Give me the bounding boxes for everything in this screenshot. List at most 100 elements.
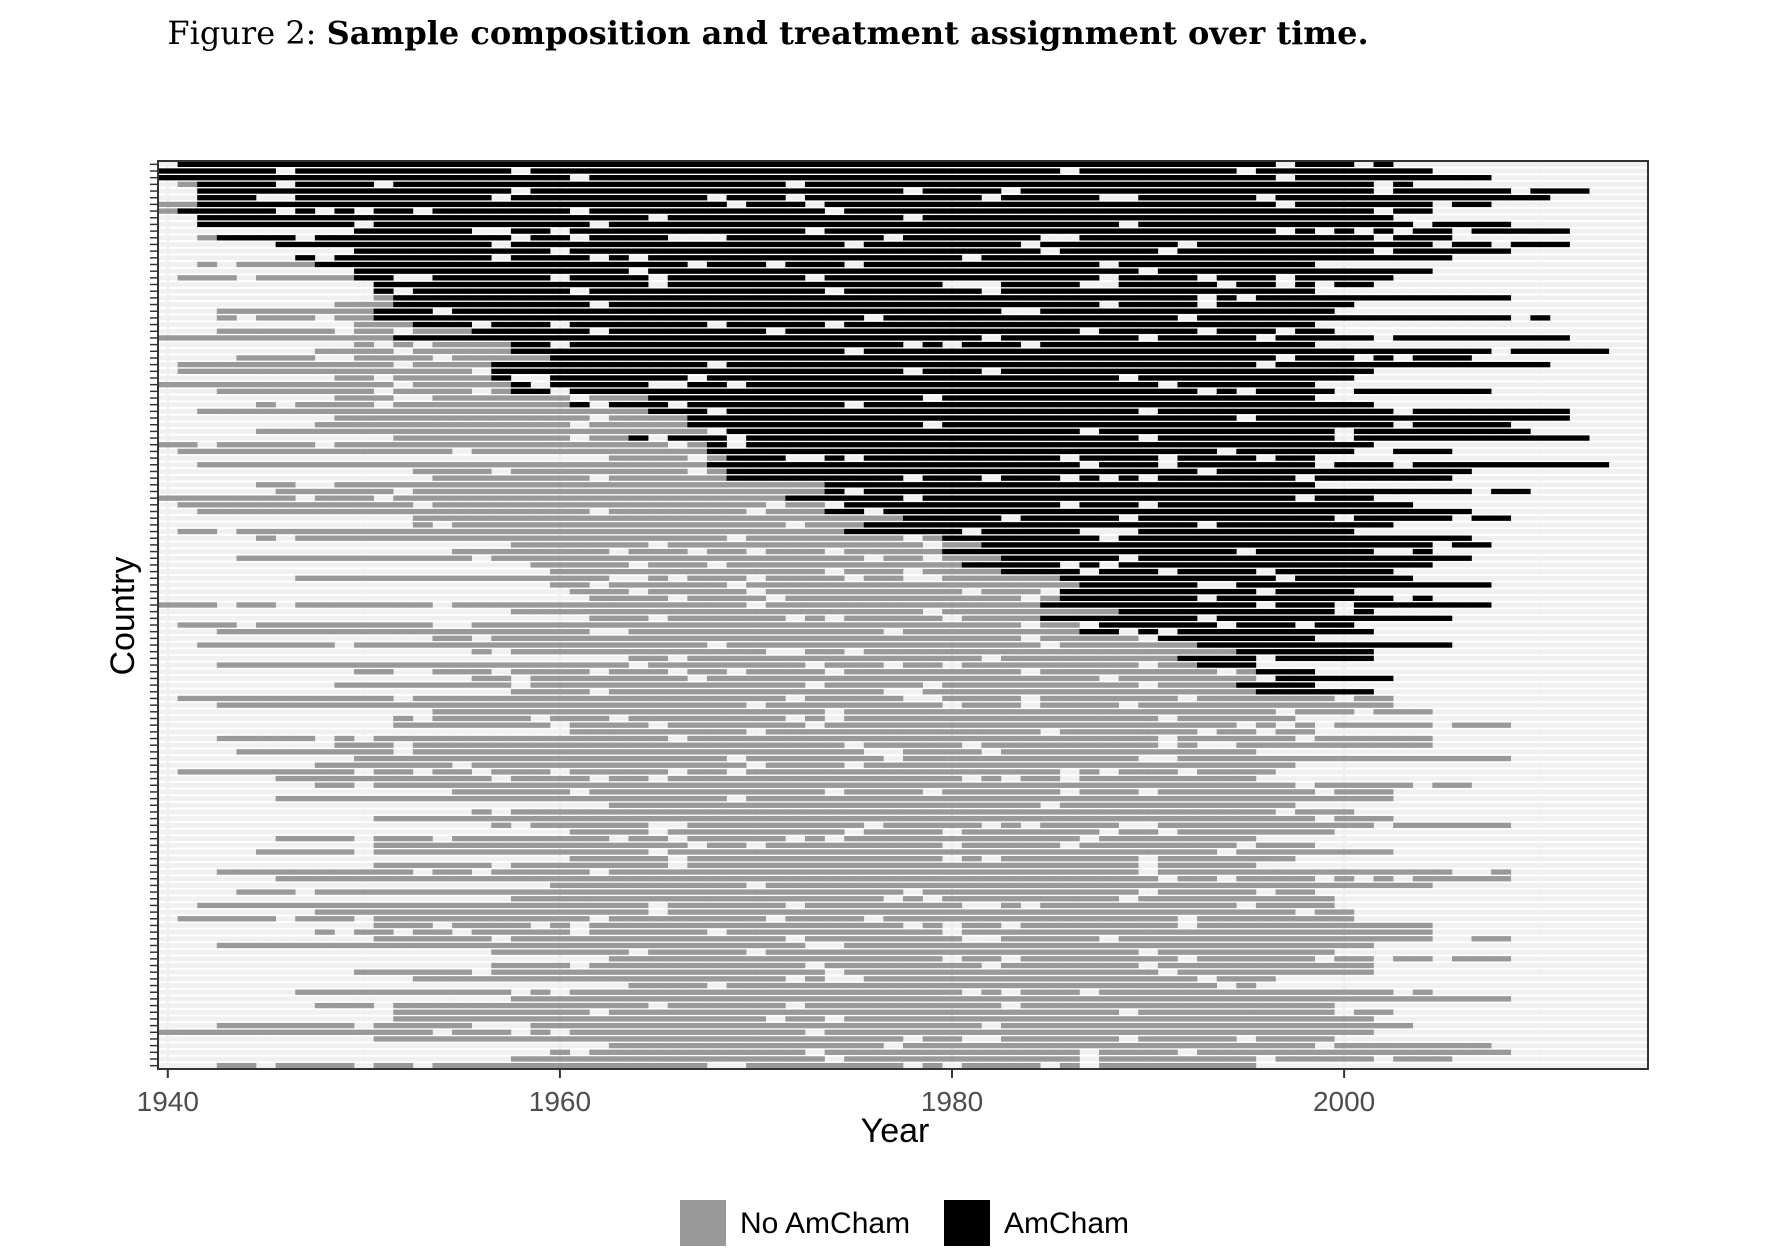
tile-amcham <box>687 368 708 374</box>
tile-amcham <box>569 328 590 334</box>
tile-amcham <box>354 248 374 254</box>
tile-no-amcham <box>648 535 669 541</box>
tile-no-amcham <box>432 709 453 715</box>
tile-no-amcham <box>471 375 492 381</box>
tile-amcham <box>1197 482 1217 488</box>
tile-no-amcham <box>236 355 257 361</box>
tile-no-amcham <box>334 508 355 515</box>
tile-amcham <box>1079 301 1100 308</box>
tile-no-amcham <box>432 555 453 561</box>
tile-amcham <box>1549 415 1570 421</box>
tile-amcham <box>1255 402 1276 408</box>
tile-no-amcham <box>1099 709 1119 715</box>
tile-amcham <box>1255 201 1276 208</box>
tile-no-amcham <box>746 495 767 501</box>
tile-amcham <box>510 368 531 374</box>
tile-amcham <box>1079 488 1100 495</box>
tile-amcham <box>1334 281 1355 288</box>
tile-amcham <box>765 348 786 354</box>
tile-no-amcham <box>354 341 374 348</box>
tile-amcham <box>1491 221 1512 228</box>
tile-amcham <box>667 281 688 288</box>
tile-no-amcham <box>1255 702 1276 708</box>
tile-no-amcham <box>1393 722 1414 728</box>
tile-amcham <box>1138 235 1159 241</box>
tile-amcham <box>1353 535 1374 541</box>
tile-amcham <box>1314 161 1335 168</box>
tile-amcham <box>804 388 825 395</box>
tile-no-amcham <box>1099 608 1119 615</box>
tile-no-amcham <box>1040 669 1061 675</box>
tile-amcham <box>844 268 865 274</box>
tile-amcham <box>1177 301 1198 308</box>
tile-no-amcham <box>765 662 786 668</box>
tile-amcham <box>530 335 551 341</box>
tile-amcham <box>1040 275 1061 281</box>
tile-no-amcham <box>530 542 551 548</box>
tile-amcham <box>804 288 825 294</box>
tile-amcham <box>1197 261 1217 268</box>
tile-no-amcham <box>883 635 904 642</box>
tile-amcham <box>1138 615 1159 622</box>
tile-no-amcham <box>1079 762 1100 768</box>
tile-amcham <box>510 388 531 395</box>
tile-amcham <box>491 375 512 381</box>
tile-no-amcham <box>628 675 649 682</box>
tile-amcham <box>1099 482 1119 488</box>
tile-no-amcham <box>177 495 198 501</box>
tile-amcham <box>903 455 923 461</box>
tile-amcham <box>530 361 551 368</box>
tile-no-amcham <box>256 381 276 388</box>
tile-amcham <box>1001 201 1021 208</box>
tile-no-amcham <box>844 775 865 782</box>
tile-amcham <box>373 168 394 174</box>
tile-amcham <box>1353 575 1374 581</box>
tile-amcham <box>432 248 453 254</box>
tile-amcham <box>1138 588 1159 595</box>
tile-no-amcham <box>687 695 708 702</box>
tile-no-amcham <box>550 442 571 448</box>
tile-amcham <box>1549 462 1570 468</box>
tile-amcham <box>1157 475 1178 481</box>
tile-no-amcham <box>216 335 237 341</box>
tile-amcham <box>1177 608 1198 615</box>
tile-amcham <box>589 341 610 348</box>
tile-amcham <box>1216 435 1237 441</box>
tile-no-amcham <box>922 548 943 555</box>
tile-amcham <box>1079 408 1100 415</box>
tile-no-amcham <box>844 535 865 541</box>
tile-no-amcham <box>746 662 767 668</box>
tile-amcham <box>1275 335 1296 341</box>
tile-amcham <box>706 208 727 214</box>
tile-amcham <box>648 335 669 341</box>
tile-amcham <box>1099 542 1119 548</box>
tile-amcham <box>1510 415 1531 421</box>
tile-amcham <box>726 475 747 481</box>
tile-no-amcham <box>550 695 571 702</box>
tile-no-amcham <box>393 775 414 782</box>
tile-no-amcham <box>608 468 629 475</box>
tile-no-amcham <box>216 442 237 448</box>
tile-amcham <box>1334 548 1355 555</box>
tile-no-amcham <box>373 321 394 328</box>
tile-amcham <box>1099 235 1119 241</box>
tile-no-amcham <box>314 602 335 608</box>
tile-amcham <box>589 208 610 214</box>
tile-amcham <box>942 548 963 555</box>
tile-amcham <box>726 208 747 214</box>
tile-amcham <box>883 502 904 508</box>
tile-amcham <box>1020 328 1041 334</box>
tile-amcham <box>1353 595 1374 601</box>
tile-no-amcham <box>706 622 727 628</box>
tile-amcham <box>1314 415 1335 421</box>
tile-amcham <box>687 328 708 334</box>
tile-no-amcham <box>314 702 335 708</box>
tile-amcham <box>510 335 531 341</box>
tile-no-amcham <box>334 555 355 561</box>
tile-amcham <box>726 195 747 201</box>
tile-amcham <box>922 221 943 228</box>
tile-no-amcham <box>746 568 767 575</box>
tile-no-amcham <box>883 575 904 581</box>
tile-amcham <box>824 415 845 421</box>
